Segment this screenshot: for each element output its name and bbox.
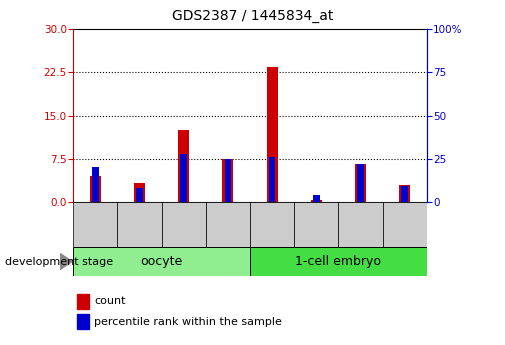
Bar	[399, 185, 410, 202]
Bar	[250, 202, 294, 247]
Bar	[73, 202, 117, 247]
Bar	[136, 188, 143, 202]
Bar	[225, 159, 231, 202]
Bar	[73, 247, 250, 276]
Bar	[267, 67, 278, 202]
Bar	[222, 159, 233, 202]
Text: 1-cell embryo: 1-cell embryo	[295, 255, 381, 268]
Bar	[90, 176, 101, 202]
Bar	[180, 154, 187, 202]
Text: percentile rank within the sample: percentile rank within the sample	[94, 316, 282, 326]
Bar	[134, 184, 145, 202]
Text: oocyte: oocyte	[140, 255, 183, 268]
Bar	[357, 164, 364, 202]
Bar	[162, 202, 206, 247]
Polygon shape	[60, 253, 72, 270]
Bar	[206, 202, 250, 247]
Bar	[92, 167, 98, 202]
Text: development stage: development stage	[5, 257, 113, 266]
Text: GDS2387 / 1445834_at: GDS2387 / 1445834_at	[172, 9, 333, 23]
Bar	[311, 199, 322, 202]
Bar	[77, 294, 89, 309]
Bar	[269, 157, 275, 202]
Bar	[383, 202, 427, 247]
Bar	[178, 130, 189, 202]
Bar	[77, 314, 89, 329]
Bar	[117, 202, 162, 247]
Bar	[313, 195, 320, 202]
Bar	[338, 202, 383, 247]
Bar	[401, 186, 408, 202]
Bar	[294, 202, 338, 247]
Bar	[250, 247, 427, 276]
Text: count: count	[94, 296, 126, 306]
Bar	[355, 165, 366, 202]
